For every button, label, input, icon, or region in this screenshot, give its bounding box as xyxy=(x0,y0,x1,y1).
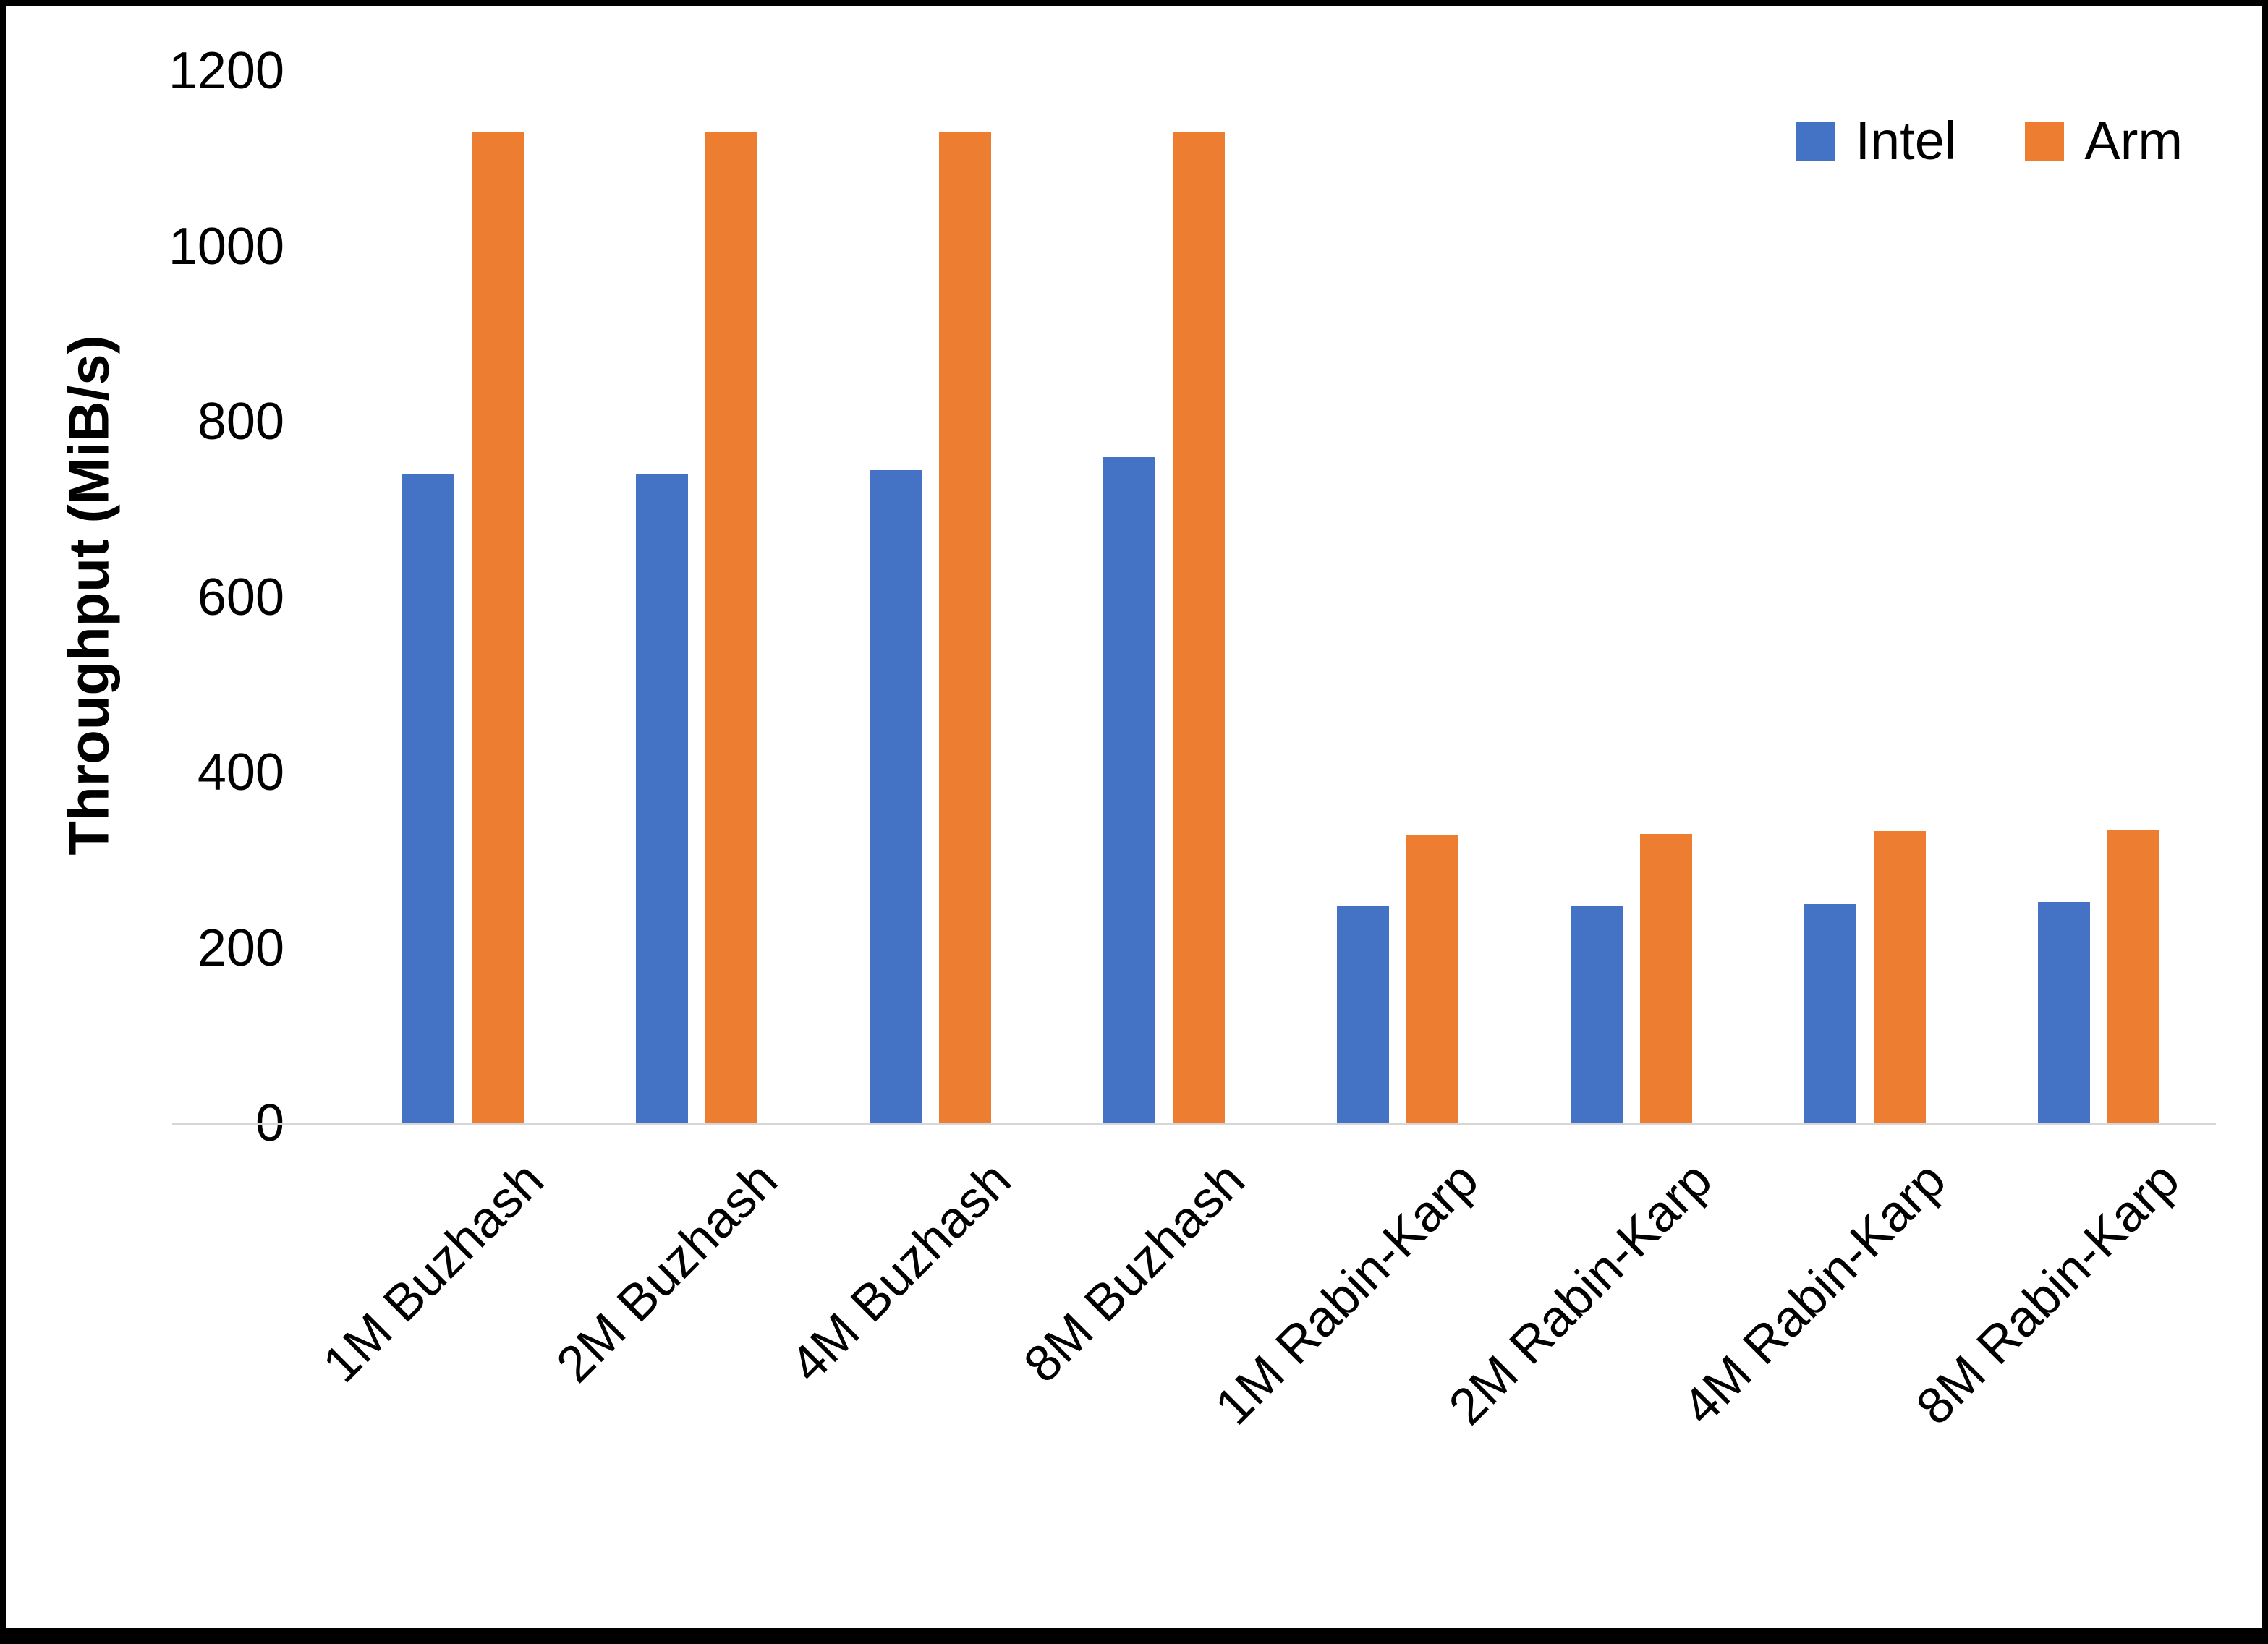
bar-intel-2m-rabin-karp xyxy=(1571,906,1623,1123)
bar-arm-4m-rabin-karp xyxy=(1874,831,1927,1123)
y-tick-label: 200 xyxy=(197,919,284,977)
bar-intel-4m-rabin-karp xyxy=(1804,903,1857,1123)
bar-arm-2m-rabin-karp xyxy=(1640,833,1693,1123)
bar-arm-4m-buzhash xyxy=(938,132,991,1123)
y-tick-label: 1000 xyxy=(168,217,284,276)
x-tick-label: 4M Buzhash xyxy=(779,1151,1022,1394)
bar-intel-8m-buzhash xyxy=(1103,456,1155,1123)
x-tick-label: 1M Buzhash xyxy=(312,1151,555,1394)
bar-arm-8m-buzhash xyxy=(1172,132,1225,1123)
x-axis-line xyxy=(172,1123,2216,1125)
legend-label: Intel xyxy=(1855,111,1957,171)
legend-swatch-icon xyxy=(1796,122,1835,161)
bar-arm-1m-rabin-karp xyxy=(1406,835,1459,1123)
bar-arm-1m-buzhash xyxy=(471,132,524,1123)
legend-label: Arm xyxy=(2084,111,2183,171)
x-tick-label: 8M Buzhash xyxy=(1013,1151,1256,1394)
bar-intel-2m-buzhash xyxy=(635,474,688,1123)
bar-intel-1m-buzhash xyxy=(402,474,454,1123)
y-tick-label: 800 xyxy=(197,393,284,451)
y-tick-label: 400 xyxy=(197,744,284,801)
bar-intel-4m-buzhash xyxy=(869,469,922,1123)
bar-intel-1m-rabin-karp xyxy=(1337,906,1390,1123)
legend-swatch-icon xyxy=(2025,122,2065,161)
y-tick-label: 600 xyxy=(197,568,284,626)
bar-intel-8m-rabin-karp xyxy=(2038,902,2091,1123)
chart-legend: Intel Arm xyxy=(1796,114,2183,168)
legend-item-intel: Intel xyxy=(1796,114,1956,168)
x-tick-label: 2M Buzhash xyxy=(545,1151,789,1394)
legend-item-arm: Arm xyxy=(2025,114,2183,168)
bar-arm-2m-buzhash xyxy=(705,132,757,1123)
y-tick-label: 1200 xyxy=(168,42,284,100)
bar-arm-8m-rabin-karp xyxy=(2107,829,2160,1123)
